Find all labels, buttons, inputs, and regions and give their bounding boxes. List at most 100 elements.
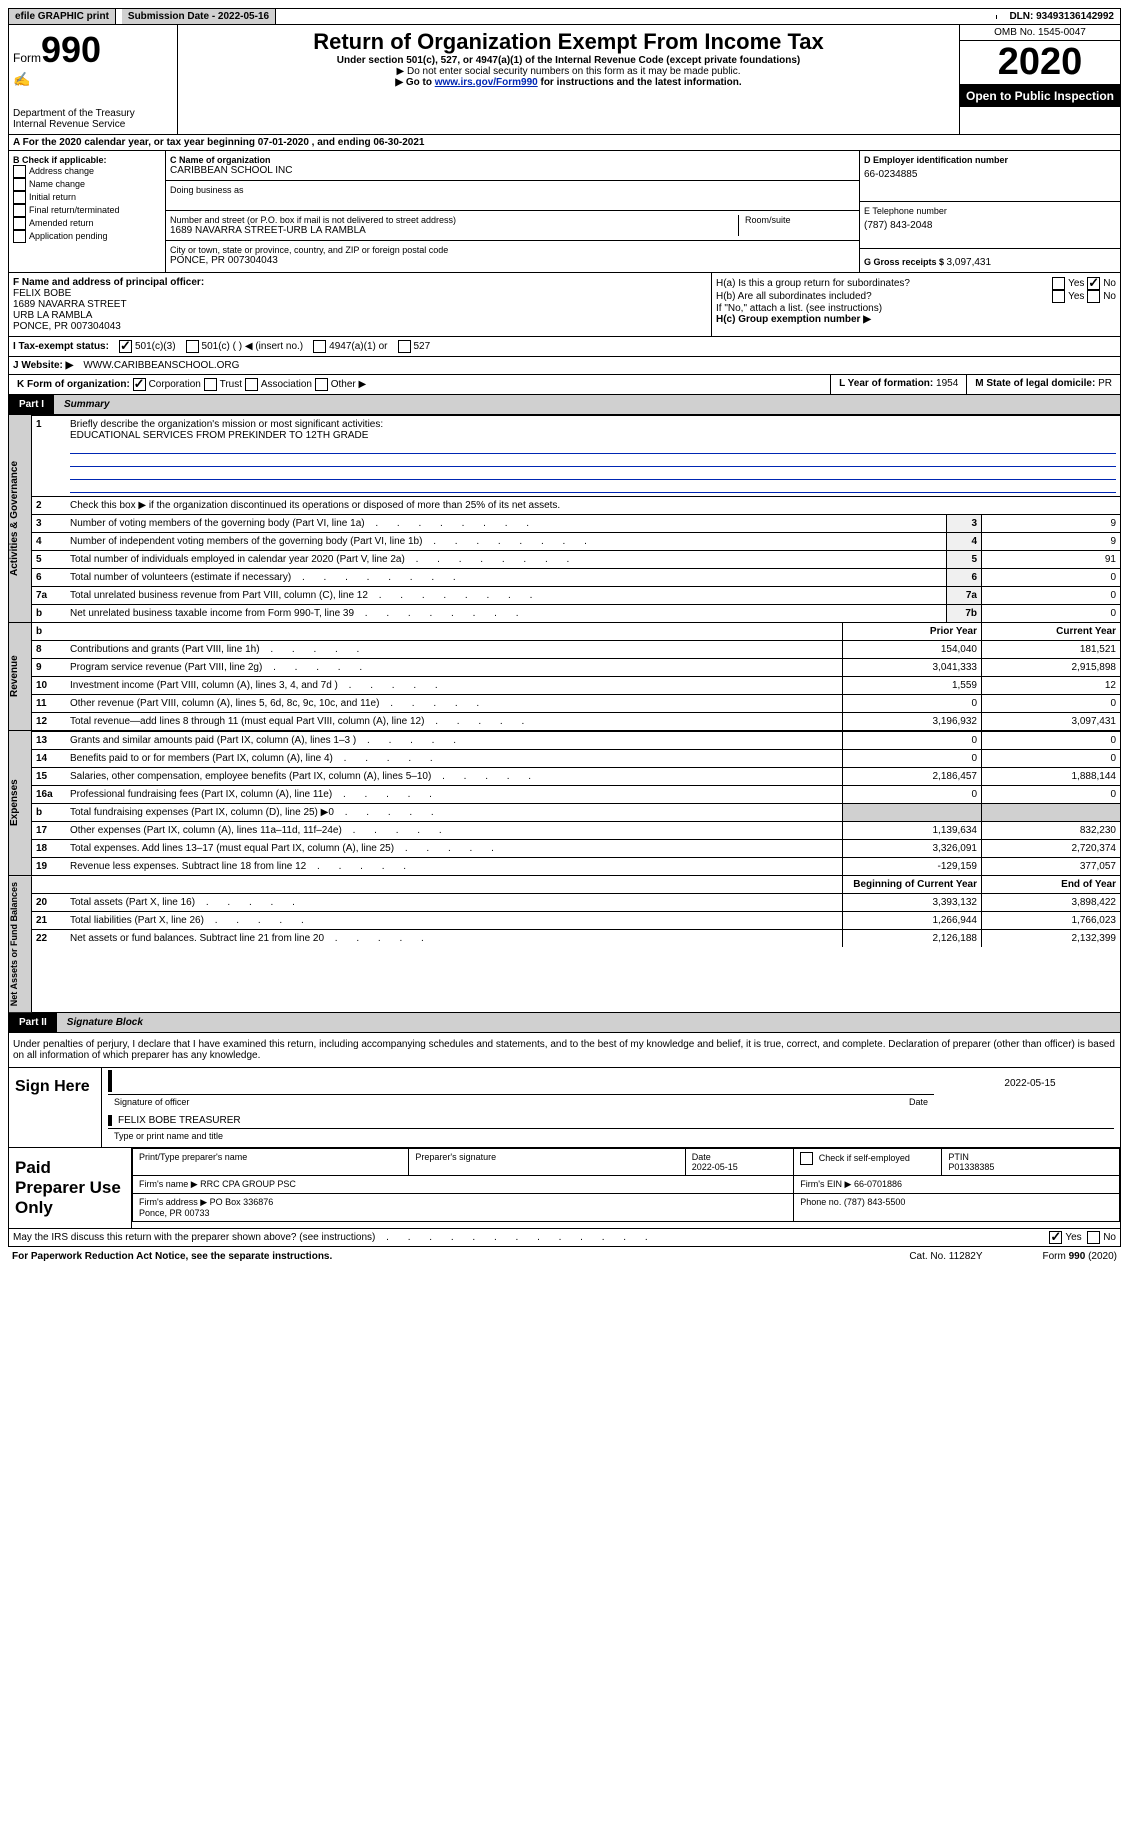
dept-treasury: Department of the Treasury Internal Reve… <box>13 108 173 130</box>
ha-no-lbl: No <box>1103 278 1116 289</box>
street-address: 1689 NAVARRA STREET-URB LA RAMBLA <box>170 225 738 236</box>
section-f-h: F Name and address of principal officer:… <box>8 273 1121 337</box>
summary-expenses: Expenses 13 Grants and similar amounts p… <box>8 731 1121 876</box>
part2-bar: Part II Signature Block <box>8 1013 1121 1033</box>
e-phone-label: E Telephone number <box>864 206 1116 216</box>
q1: Briefly describe the organization's miss… <box>70 419 383 430</box>
firm-phone-label: Phone no. <box>800 1197 841 1207</box>
discuss-yes[interactable]: Yes <box>1049 1231 1081 1244</box>
part2-label: Part II <box>9 1013 57 1032</box>
summary-row: 4 Number of independent voting members o… <box>32 533 1120 551</box>
f-line0: FELIX BOBE <box>13 288 707 299</box>
g-label: G Gross receipts $ <box>864 257 947 267</box>
firm-ein-label: Firm's EIN ▶ <box>800 1179 851 1189</box>
q2: Check this box ▶ if the organization dis… <box>70 500 560 511</box>
discuss-row: May the IRS discuss this return with the… <box>8 1229 1121 1247</box>
sig-name: FELIX BOBE TREASURER <box>108 1115 1114 1126</box>
l-label: L Year of formation: <box>839 378 936 389</box>
cb-501c3[interactable]: 501(c)(3) <box>119 340 176 353</box>
cb-501c[interactable]: 501(c) ( ) ◀ (insert no.) <box>186 340 304 353</box>
summary-row: 9 Program service revenue (Part VIII, li… <box>32 659 1120 677</box>
cb-4947[interactable]: 4947(a)(1) or <box>313 340 387 353</box>
cb-initial-return[interactable]: Initial return <box>13 191 161 204</box>
j-label: J Website: ▶ <box>13 360 73 371</box>
cb-self-employed[interactable] <box>800 1152 813 1165</box>
firm-addr-label: Firm's address ▶ <box>139 1197 207 1207</box>
footer-b: Cat. No. 11282Y <box>909 1251 982 1262</box>
irs-link[interactable]: www.irs.gov/Form990 <box>435 77 538 88</box>
penalties-text: Under penalties of perjury, I declare th… <box>8 1033 1121 1068</box>
a-mid: , and ending <box>309 137 373 148</box>
form-word: Form <box>13 51 41 65</box>
cb-527[interactable]: 527 <box>398 340 431 353</box>
row-j-website: J Website: ▶ WWW.CARIBBEANSCHOOL.ORG <box>8 357 1121 375</box>
h-note: If "No," attach a list. (see instruction… <box>716 303 1116 314</box>
cb-other[interactable]: Other ▶ <box>315 379 366 390</box>
side-expenses: Expenses <box>9 731 32 875</box>
firm-name: RRC CPA GROUP PSC <box>200 1179 296 1189</box>
preparer-label: Paid Preparer Use Only <box>9 1148 132 1228</box>
cb-assoc[interactable]: Association <box>245 379 312 390</box>
k-label: K Form of organization: <box>17 379 130 390</box>
h-a-label: H(a) Is this a group return for subordin… <box>716 278 1052 289</box>
dln-value: 93493136142992 <box>1036 11 1114 22</box>
summary-row: b Total fundraising expenses (Part IX, c… <box>32 804 1120 822</box>
disc-no-lbl: No <box>1103 1232 1116 1243</box>
hb-yes[interactable]: Yes <box>1052 290 1084 303</box>
discuss-no[interactable]: No <box>1087 1231 1116 1244</box>
hb-yes-lbl: Yes <box>1068 291 1084 302</box>
summary-row: 8 Contributions and grants (Part VIII, l… <box>32 641 1120 659</box>
sig-date-val: 2022-05-15 <box>940 1068 1120 1113</box>
f-line2: URB LA RAMBLA <box>13 310 707 321</box>
prep-ptin-lbl: PTIN <box>948 1152 969 1162</box>
form-number: 990 <box>41 29 101 70</box>
summary-activities: Activities & Governance 1 Briefly descri… <box>8 415 1121 623</box>
cb-pend-lbl: Application pending <box>29 231 108 241</box>
cb-init-lbl: Initial return <box>29 192 76 202</box>
efile-print-button[interactable]: efile GRAPHIC print <box>9 9 116 24</box>
head-prior: Prior Year <box>843 623 982 640</box>
hb-no-lbl: No <box>1103 291 1116 302</box>
summary-row: 22 Net assets or fund balances. Subtract… <box>32 930 1120 948</box>
hb-no[interactable]: No <box>1087 290 1116 303</box>
g-gross-receipts: 3,097,431 <box>947 257 992 268</box>
summary-row: 11 Other revenue (Part VIII, column (A),… <box>32 695 1120 713</box>
a-begin: 07-01-2020 <box>258 137 309 148</box>
d-ein: 66-0234885 <box>864 169 1116 180</box>
tax-year: 2020 <box>960 41 1120 85</box>
cb-address-change[interactable]: Address change <box>13 165 161 178</box>
cb-corp[interactable]: Corporation <box>133 379 201 390</box>
cb-addr-lbl: Address change <box>29 166 94 176</box>
cb-app-pending[interactable]: Application pending <box>13 230 161 243</box>
submission-date-button[interactable]: Submission Date - 2022-05-16 <box>122 9 276 24</box>
other-lbl: Other ▶ <box>331 379 366 390</box>
summary-row: 3 Number of voting members of the govern… <box>32 515 1120 533</box>
summary-row: 5 Total number of individuals employed i… <box>32 551 1120 569</box>
summary-row: 10 Investment income (Part VIII, column … <box>32 677 1120 695</box>
open-to-public: Open to Public Inspection <box>960 85 1120 107</box>
cb-trust[interactable]: Trust <box>204 379 242 390</box>
sign-here-block: Sign Here Signature of officer Date 2022… <box>8 1068 1121 1148</box>
head-end: End of Year <box>982 876 1121 893</box>
cb-amended-return[interactable]: Amended return <box>13 217 161 230</box>
disc-yes-lbl: Yes <box>1065 1232 1081 1243</box>
527-lbl: 527 <box>414 341 431 352</box>
f-line3: PONCE, PR 007304043 <box>13 321 707 332</box>
head-curr: Current Year <box>982 623 1121 640</box>
cb-final-return[interactable]: Final return/terminated <box>13 204 161 217</box>
cb-final-lbl: Final return/terminated <box>29 205 120 215</box>
trust-lbl: Trust <box>220 379 242 390</box>
cb-name-change[interactable]: Name change <box>13 178 161 191</box>
ha-no[interactable]: No <box>1087 277 1116 290</box>
org-name: CARIBBEAN SCHOOL INC <box>170 165 855 176</box>
row-k-l-m: K Form of organization: Corporation Trus… <box>8 375 1121 395</box>
part2-title: Signature Block <box>57 1013 1120 1032</box>
city-label: City or town, state or province, country… <box>170 245 855 255</box>
prep-date-val: 2022-05-15 <box>692 1162 738 1172</box>
summary-row: 18 Total expenses. Add lines 13–17 (must… <box>32 840 1120 858</box>
f-label: F Name and address of principal officer: <box>13 277 707 288</box>
top-bar: efile GRAPHIC print Submission Date - 20… <box>8 8 1121 25</box>
h-b-label: H(b) Are all subordinates included? <box>716 291 1052 302</box>
ha-yes[interactable]: Yes <box>1052 277 1084 290</box>
dln: DLN: 93493136142992 <box>1003 9 1120 24</box>
